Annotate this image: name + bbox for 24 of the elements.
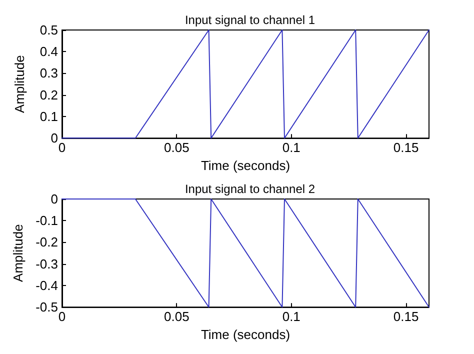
y-tick-label: -0.4 (36, 278, 58, 293)
x-tick-label: 0.05 (164, 140, 190, 156)
y-tick-label: 0.2 (40, 87, 58, 102)
y-tick-label: -0.3 (36, 256, 58, 272)
x-tick-label: 0.05 (164, 309, 190, 324)
y-tick-label: 0.5 (40, 22, 58, 38)
y-tick-label: 0.1 (40, 108, 58, 124)
x-tick-label: 0.1 (282, 140, 300, 156)
x-tick-label: 0.15 (393, 140, 419, 156)
x-axis-title: Time (seconds) (200, 327, 290, 342)
y-tick-label: -0.1 (36, 213, 58, 228)
y-tick-label: 0.4 (40, 44, 58, 60)
chart-title: Input signal to channel 1 (184, 13, 316, 27)
x-axis-title: Time (seconds) (200, 158, 290, 173)
y-tick-label: 0.3 (40, 66, 58, 81)
x-tick-label: 0.15 (393, 309, 419, 324)
y-tick-label: 0 (50, 130, 58, 146)
y-tick-label: -0.2 (36, 234, 58, 250)
chart-title: Input signal to channel 2 (184, 182, 316, 196)
y-axis-title: Amplitude (12, 55, 27, 113)
y-tick-label: -0.5 (36, 300, 58, 315)
y-axis-title: Amplitude (10, 224, 26, 282)
y-tick-label: 0 (50, 192, 58, 206)
x-tick-label: 0.1 (282, 309, 300, 324)
